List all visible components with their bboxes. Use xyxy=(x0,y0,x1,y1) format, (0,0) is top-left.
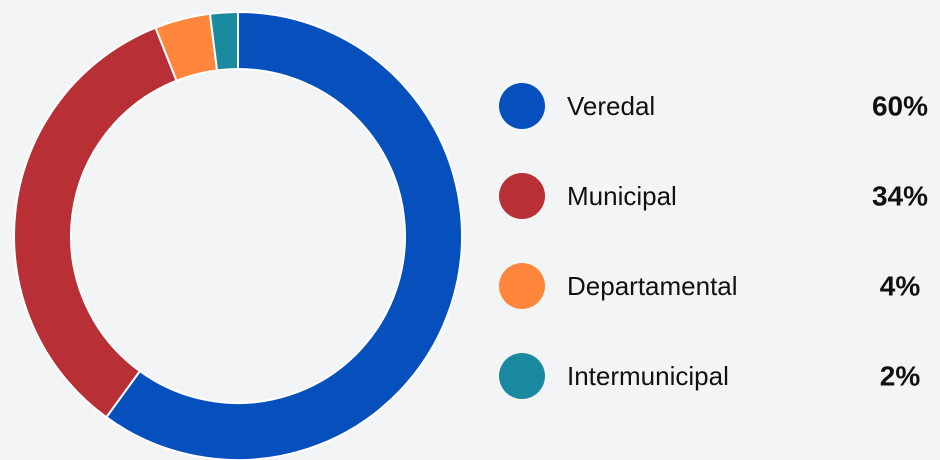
legend-label: Veredal xyxy=(567,91,655,121)
donut-slice xyxy=(104,10,463,460)
legend-label: Departamental xyxy=(567,271,738,301)
donut-slice xyxy=(13,26,178,419)
legend-label: Municipal xyxy=(567,181,677,211)
legend-swatch xyxy=(499,173,545,219)
value-label: 4% xyxy=(880,270,921,301)
legend-swatch xyxy=(499,263,545,309)
value-label: 60% xyxy=(872,90,928,121)
legend-swatch xyxy=(499,353,545,399)
legend-label: Intermunicipal xyxy=(567,361,729,391)
donut-slice xyxy=(208,10,239,72)
value-label: 34% xyxy=(872,180,928,211)
donut-hole xyxy=(72,70,404,402)
legend-swatch xyxy=(499,83,545,129)
value-label: 2% xyxy=(880,360,921,391)
